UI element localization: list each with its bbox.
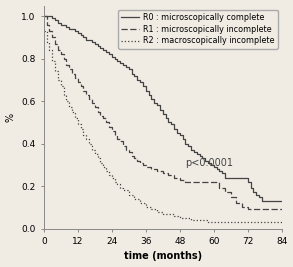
- R2 : macroscopically incomplete: (0, 0.93): macroscopically incomplete: (0, 0.93): [42, 29, 46, 33]
- R0 : microscopically complete: (6, 0.96): microscopically complete: (6, 0.96): [59, 23, 63, 26]
- R0 : microscopically complete: (84, 0.13): microscopically complete: (84, 0.13): [280, 199, 284, 203]
- R2 : macroscopically incomplete: (2, 0.88): macroscopically incomplete: (2, 0.88): [48, 40, 51, 43]
- R1 : microscopically incomplete: (16, 0.61): microscopically incomplete: (16, 0.61): [87, 97, 91, 101]
- R0 : microscopically complete: (77, 0.13): microscopically complete: (77, 0.13): [260, 199, 264, 203]
- Text: p<0.0001: p<0.0001: [185, 158, 234, 168]
- R1 : microscopically incomplete: (15, 0.65): microscopically incomplete: (15, 0.65): [85, 89, 88, 92]
- Line: R2 : macroscopically incomplete: R2 : macroscopically incomplete: [44, 31, 282, 222]
- X-axis label: time (months): time (months): [124, 252, 202, 261]
- R2 : macroscopically incomplete: (66, 0.03): macroscopically incomplete: (66, 0.03): [229, 221, 233, 224]
- Line: R1 : microscopically incomplete: R1 : microscopically incomplete: [44, 16, 282, 209]
- R1 : microscopically incomplete: (39, 0.28): microscopically incomplete: (39, 0.28): [153, 167, 156, 171]
- R1 : microscopically incomplete: (84, 0.09): microscopically incomplete: (84, 0.09): [280, 208, 284, 211]
- R0 : microscopically complete: (24, 0.81): microscopically complete: (24, 0.81): [110, 55, 114, 58]
- Line: R0 : microscopically complete: R0 : microscopically complete: [44, 16, 282, 201]
- R2 : macroscopically incomplete: (2, 0.84): macroscopically incomplete: (2, 0.84): [48, 49, 51, 52]
- R2 : macroscopically incomplete: (56, 0.04): macroscopically incomplete: (56, 0.04): [201, 218, 204, 222]
- R0 : microscopically complete: (32, 0.73): microscopically complete: (32, 0.73): [133, 72, 136, 75]
- R2 : macroscopically incomplete: (78, 0.03): macroscopically incomplete: (78, 0.03): [263, 221, 267, 224]
- R2 : macroscopically incomplete: (18, 0.35): macroscopically incomplete: (18, 0.35): [93, 153, 97, 156]
- R1 : microscopically incomplete: (72, 0.09): microscopically incomplete: (72, 0.09): [246, 208, 250, 211]
- R1 : microscopically incomplete: (78, 0.09): microscopically incomplete: (78, 0.09): [263, 208, 267, 211]
- R0 : microscopically complete: (29, 0.76): microscopically complete: (29, 0.76): [124, 65, 128, 69]
- R0 : microscopically complete: (0, 1): microscopically complete: (0, 1): [42, 15, 46, 18]
- R0 : microscopically complete: (19, 0.87): microscopically complete: (19, 0.87): [96, 42, 99, 45]
- R1 : microscopically incomplete: (0, 1): microscopically incomplete: (0, 1): [42, 15, 46, 18]
- R0 : microscopically complete: (3, 1): microscopically complete: (3, 1): [51, 15, 54, 18]
- Legend: R0 : microscopically complete, R1 : microscopically incomplete, R2 : macroscopic: R0 : microscopically complete, R1 : micr…: [118, 10, 278, 49]
- R2 : macroscopically incomplete: (58, 0.03): macroscopically incomplete: (58, 0.03): [206, 221, 210, 224]
- R1 : microscopically incomplete: (68, 0.15): microscopically incomplete: (68, 0.15): [235, 195, 238, 198]
- Y-axis label: %: %: [6, 112, 16, 121]
- R2 : macroscopically incomplete: (84, 0.03): macroscopically incomplete: (84, 0.03): [280, 221, 284, 224]
- R1 : microscopically incomplete: (64, 0.17): microscopically incomplete: (64, 0.17): [223, 191, 227, 194]
